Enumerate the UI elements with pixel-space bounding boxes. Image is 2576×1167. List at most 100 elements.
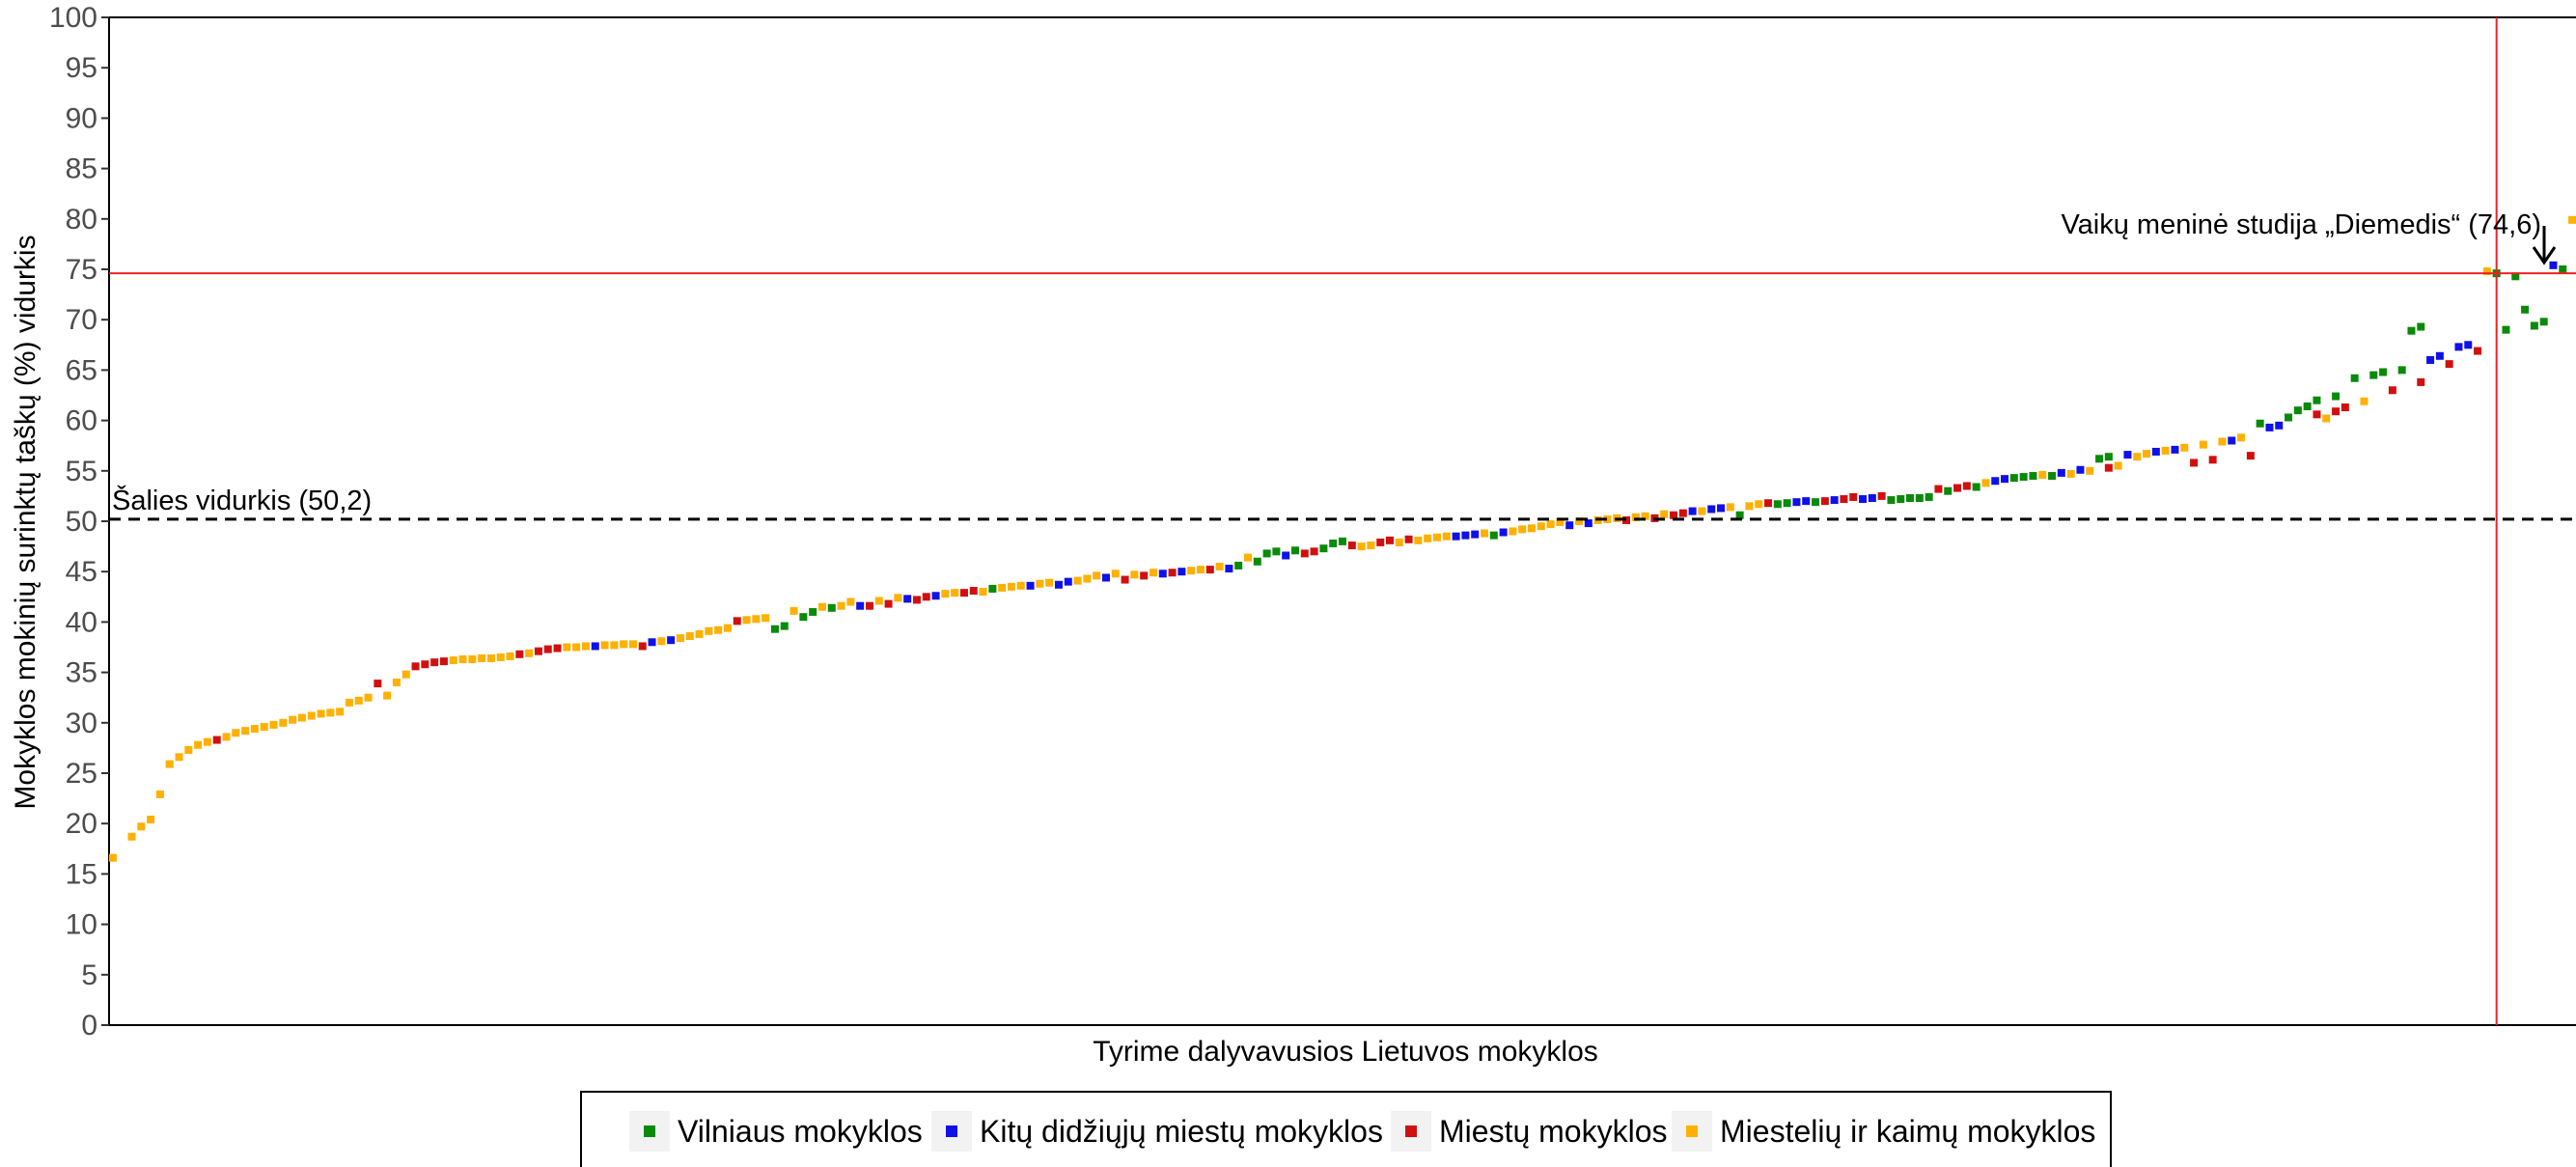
data-point-miesteliai	[563, 643, 571, 652]
data-point-vilnius	[2293, 406, 2302, 415]
data-point-kiti	[1452, 532, 1460, 541]
data-point-miestai	[912, 596, 921, 604]
data-point-miesteliai	[894, 594, 902, 602]
data-point-miesteliai	[1187, 567, 1196, 575]
data-point-kiti	[2228, 436, 2236, 445]
national-average-label: Šalies vidurkis (50,2)	[112, 484, 372, 516]
data-point-kiti	[1717, 504, 1726, 513]
data-point-miesteliai	[1045, 578, 1054, 587]
data-point-miestai	[1404, 535, 1413, 543]
y-tick-label: 5	[81, 959, 97, 991]
data-point-vilnius	[1339, 537, 1346, 545]
data-point-miestai	[1622, 515, 1631, 524]
data-points	[108, 215, 2576, 862]
data-point-miesteliai	[837, 601, 845, 610]
data-point-miestai	[1840, 495, 1848, 504]
data-point-miesteliai	[354, 696, 363, 705]
data-point-miestai	[374, 680, 382, 688]
data-point-kiti	[2464, 341, 2473, 349]
data-point-vilnius	[2511, 272, 2520, 281]
data-point-miesteliai	[2133, 453, 2142, 461]
data-point-vilnius	[827, 603, 836, 612]
data-point-vilnius	[2029, 472, 2037, 481]
data-point-miesteliai	[336, 708, 345, 716]
data-point-vilnius	[2048, 472, 2057, 481]
legend-label: Miestų mokyklos	[1439, 1114, 1668, 1149]
data-point-miesteliai	[1036, 579, 1044, 588]
data-point-miesteliai	[1575, 517, 1584, 525]
data-point-miesteliai	[1755, 500, 1763, 509]
data-point-kiti	[931, 592, 940, 600]
data-point-kiti	[2435, 351, 2444, 360]
data-point-kiti	[903, 595, 912, 603]
data-point-miesteliai	[1007, 582, 1015, 591]
data-point-miesteliai	[2161, 446, 2170, 455]
highlight-arrow-icon	[2532, 226, 2557, 265]
data-point-miesteliai	[155, 790, 164, 798]
data-point-kiti	[667, 636, 676, 645]
data-point-miestai	[1962, 482, 1971, 490]
data-point-miestai	[2417, 377, 2425, 386]
data-point-miestai	[865, 601, 873, 610]
data-point-vilnius	[2530, 321, 2538, 330]
data-point-miestai	[439, 657, 448, 666]
data-point-miestai	[2313, 410, 2321, 419]
data-point-vilnius	[1897, 495, 1905, 504]
data-point-miesteliai	[1726, 503, 1734, 512]
y-tick-label: 65	[66, 354, 97, 386]
y-tick-label: 100	[49, 2, 97, 34]
data-point-vilnius	[1290, 546, 1299, 555]
data-point-vilnius	[2095, 455, 2104, 463]
data-point-miesteliai	[1518, 525, 1527, 534]
data-point-miesteliai	[194, 740, 203, 749]
data-point-miestai	[1386, 536, 1395, 544]
data-point-miesteliai	[1367, 542, 1375, 550]
data-point-kiti	[591, 642, 599, 651]
data-point-vilnius	[2379, 368, 2388, 376]
data-point-miestai	[733, 617, 741, 625]
data-point-miesteliai	[108, 853, 117, 862]
data-point-miesteliai	[2086, 466, 2094, 475]
data-point-miesteliai	[1073, 576, 1082, 585]
data-point-miesteliai	[383, 691, 392, 700]
data-point-kiti	[856, 601, 865, 610]
data-point-kiti	[1282, 551, 1290, 560]
data-point-vilnius	[2521, 305, 2530, 314]
data-point-miesteliai	[147, 816, 155, 824]
data-point-miesteliai	[1083, 574, 1092, 583]
data-point-vilnius	[770, 625, 779, 633]
data-point-miesteliai	[402, 670, 410, 679]
data-point-kiti	[1064, 577, 1072, 586]
data-point-vilnius	[2256, 419, 2264, 428]
data-point-kiti	[1859, 495, 1868, 504]
legend-label: Miestelių ir kaimų mokyklos	[1720, 1114, 2095, 1149]
data-point-miesteliai	[1556, 518, 1565, 527]
data-point-miestai	[1678, 509, 1687, 517]
data-point-miestai	[411, 662, 420, 671]
data-point-miesteliai	[628, 640, 637, 649]
data-point-miesteliai	[1243, 553, 1252, 562]
data-point-miesteliai	[846, 597, 855, 606]
data-point-vilnius	[2502, 325, 2510, 334]
data-point-miesteliai	[610, 641, 619, 650]
y-axis-title: Mokyklos mokinių surinktų taškų (%) vidu…	[10, 235, 42, 809]
data-point-miestai	[1205, 566, 1214, 574]
legend-box	[580, 1091, 2112, 1167]
data-point-vilnius	[1234, 561, 1243, 570]
data-point-kiti	[2076, 465, 2085, 474]
data-point-vilnius	[1253, 557, 1261, 566]
data-point-miesteliai	[600, 641, 609, 650]
data-point-vilnius	[2407, 326, 2416, 335]
y-tick-label: 60	[66, 405, 97, 437]
x-axis-title: Tyrime dalyvavusios Lietuvos mokyklos	[1093, 1036, 1598, 1068]
data-point-miesteliai	[1093, 571, 1101, 580]
data-point-vilnius	[988, 584, 997, 593]
data-point-kiti	[2123, 451, 2132, 459]
data-point-miesteliai	[345, 698, 353, 707]
data-point-miestai	[2190, 458, 2199, 467]
data-point-kiti	[2275, 421, 2284, 430]
data-point-miesteliai	[998, 583, 1007, 592]
data-point-miestai	[959, 589, 968, 597]
data-point-miestai	[1877, 491, 1886, 500]
data-point-miesteliai	[1660, 510, 1669, 518]
